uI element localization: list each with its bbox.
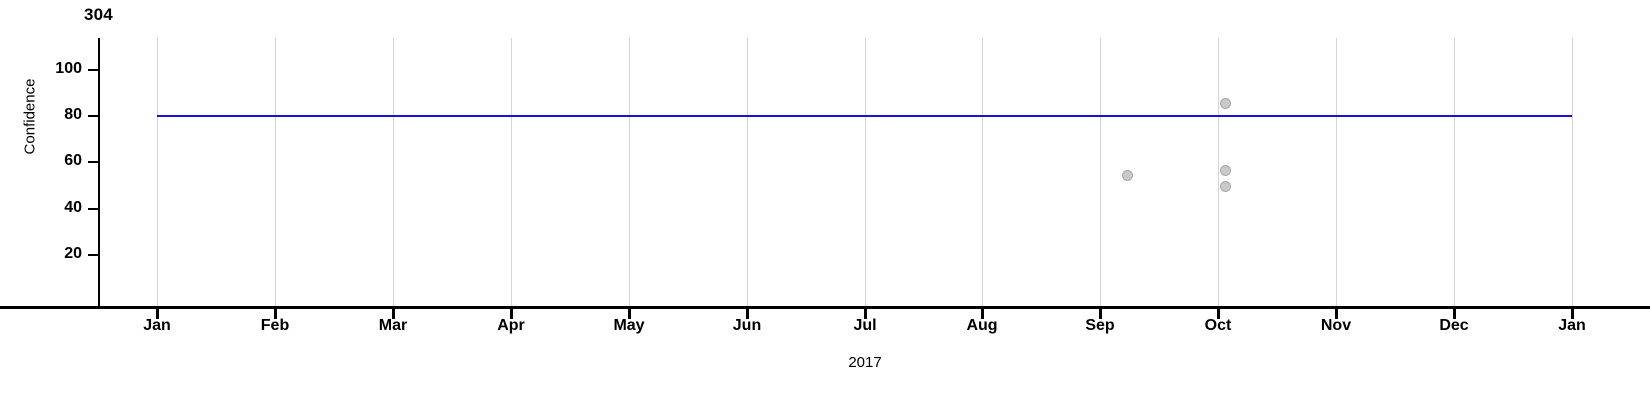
x-tick-label-apr-3: Apr — [497, 317, 525, 334]
x-tick-label-sep-8: Sep — [1085, 317, 1115, 334]
x-tick-mark-11 — [1453, 309, 1456, 319]
data-point[interactable] — [1122, 169, 1133, 181]
x-axis-title: 2017 — [848, 354, 882, 371]
x-tick-label-jun-5: Jun — [732, 317, 762, 334]
x-tick-label-oct-9: Oct — [1204, 317, 1232, 334]
x-tick-label-jul-6: Jul — [853, 317, 877, 334]
gridline-may-4 — [629, 38, 630, 306]
plot-area — [100, 38, 1595, 306]
y-tick-mark-40 — [88, 208, 98, 210]
x-tick-label-may-4: May — [613, 317, 645, 334]
y-tick-label-80: 80 — [64, 106, 82, 123]
gridline-mar-2 — [393, 38, 394, 306]
gridline-jul-6 — [865, 38, 866, 306]
y-tick-label-60: 60 — [64, 152, 82, 169]
x-tick-mark-9 — [1217, 309, 1220, 319]
gridline-dec-11 — [1454, 38, 1455, 306]
gridline-jun-5 — [747, 38, 748, 306]
x-tick-label-nov-10: Nov — [1320, 317, 1352, 334]
x-tick-label-feb-1: Feb — [260, 317, 290, 334]
x-tick-label-mar-2: Mar — [378, 317, 408, 334]
y-tick-label-100: 100 — [55, 60, 82, 77]
x-tick-mark-0 — [156, 309, 159, 319]
x-tick-mark-3 — [510, 309, 513, 319]
gridline-aug-7 — [982, 38, 983, 306]
y-tick-mark-60 — [88, 161, 98, 163]
x-axis-line — [0, 306, 1650, 309]
x-tick-label-jan-0: Jan — [143, 317, 171, 334]
chart-title: 304 — [84, 5, 113, 24]
y-tick-mark-100 — [88, 69, 98, 71]
x-tick-mark-7 — [981, 309, 984, 319]
gridline-oct-9 — [1218, 38, 1219, 306]
gridline-apr-3 — [511, 38, 512, 306]
x-tick-label-aug-7: Aug — [966, 317, 998, 334]
y-tick-mark-20 — [88, 254, 98, 256]
gridline-nov-10 — [1336, 38, 1337, 306]
gridline-jan-0 — [157, 38, 158, 306]
x-tick-mark-1 — [274, 309, 277, 319]
gridline-sep-8 — [1100, 38, 1101, 306]
x-tick-mark-2 — [392, 309, 395, 319]
y-axis-line — [98, 38, 100, 306]
y-tick-mark-80 — [88, 115, 98, 117]
threshold-line — [157, 115, 1572, 117]
data-point[interactable] — [1219, 181, 1231, 193]
x-tick-mark-6 — [864, 309, 867, 319]
x-tick-mark-5 — [746, 309, 749, 319]
x-tick-mark-10 — [1335, 309, 1338, 319]
gridline-jan-12 — [1572, 38, 1573, 306]
data-point[interactable] — [1219, 165, 1231, 177]
x-tick-mark-4 — [628, 309, 631, 319]
x-tick-mark-12 — [1571, 309, 1574, 319]
x-tick-mark-8 — [1099, 309, 1102, 319]
x-tick-label-dec-11: Dec — [1439, 317, 1469, 334]
data-point[interactable] — [1219, 98, 1231, 110]
y-tick-label-40: 40 — [64, 199, 82, 216]
gridline-feb-1 — [275, 38, 276, 306]
x-tick-label-jan-12: Jan — [1558, 317, 1586, 334]
y-tick-label-20: 20 — [64, 245, 82, 262]
